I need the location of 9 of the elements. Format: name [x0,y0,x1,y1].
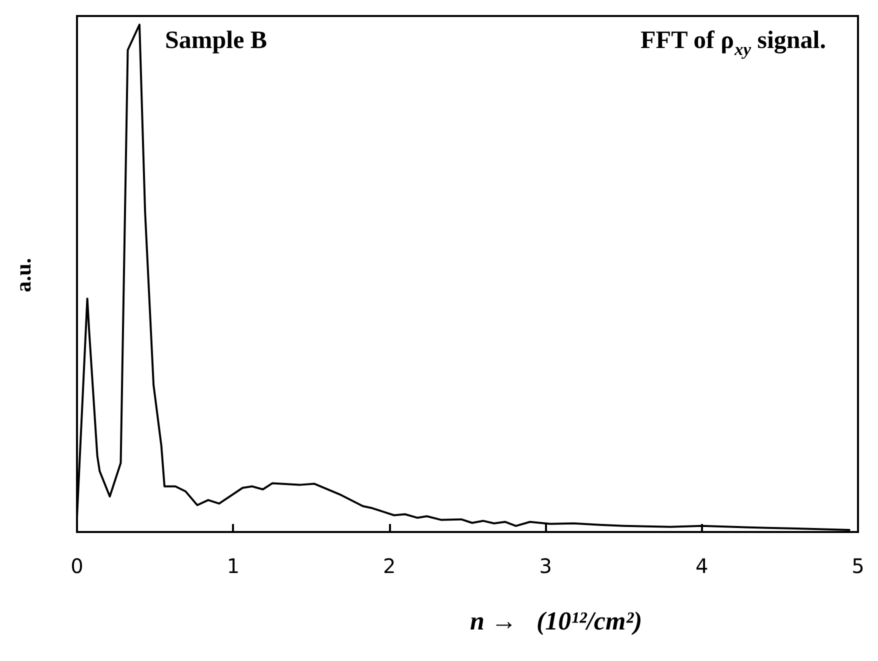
x-tick-label: 4 [695,554,708,578]
y-axis-title: a.u. [10,258,36,292]
x-tick-label: 5 [852,554,864,578]
x-tick-label: 3 [539,554,552,578]
x-tick-label: 2 [383,554,396,578]
x-tick-label: 0 [70,554,84,578]
x-tick-label: 1 [226,554,240,578]
annotation: Sample B [165,27,268,54]
x-axis-title: n → (10¹²/cm²) [470,606,642,636]
